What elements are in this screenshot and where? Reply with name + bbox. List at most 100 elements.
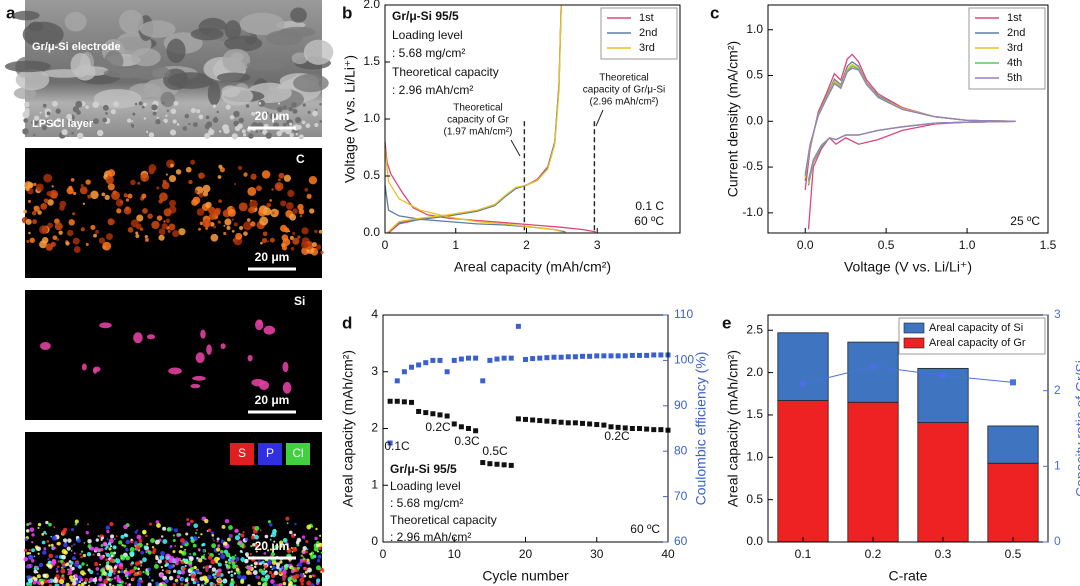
- data-point: [466, 426, 471, 431]
- texture: [286, 547, 292, 554]
- texture: [45, 243, 54, 251]
- texture: [96, 552, 101, 557]
- texture: [187, 555, 190, 558]
- texture: [85, 242, 89, 247]
- texture: [83, 542, 86, 544]
- texture: [102, 117, 108, 123]
- texture: [178, 549, 183, 554]
- texture: [286, 522, 289, 525]
- texture: [47, 557, 50, 561]
- texture: [258, 99, 266, 107]
- texture: [48, 564, 52, 568]
- texture: [190, 536, 194, 540]
- texture: [74, 562, 80, 568]
- texture: [162, 539, 168, 544]
- texture: [320, 250, 324, 255]
- texture: [152, 111, 157, 116]
- texture: [197, 583, 200, 586]
- texture: [291, 52, 309, 65]
- texture: [168, 367, 182, 375]
- y-tick-label: 2.5: [746, 322, 763, 336]
- texture: [38, 562, 44, 568]
- texture: [205, 227, 208, 230]
- texture: [151, 104, 158, 111]
- texture: [99, 322, 112, 329]
- data-point: [544, 418, 550, 424]
- texture: [165, 562, 170, 567]
- annotation: Theoretical capacity: [390, 513, 497, 527]
- x-tick-label: 0.5: [878, 238, 895, 252]
- data-point: [658, 352, 664, 358]
- texture: [290, 546, 293, 549]
- data-point: [558, 354, 564, 360]
- texture: [273, 113, 276, 117]
- texture: [120, 570, 124, 574]
- texture: [146, 130, 149, 133]
- texture: [92, 577, 98, 583]
- texture: [214, 556, 219, 562]
- texture: [246, 218, 251, 222]
- texture: [118, 540, 123, 545]
- y-tick-label: 0.5: [363, 168, 380, 182]
- texture: [125, 568, 128, 570]
- texture: [130, 48, 161, 67]
- texture: [51, 535, 57, 541]
- data-point: [551, 354, 557, 360]
- texture: [99, 547, 104, 552]
- data-point: [409, 364, 414, 370]
- texture: [172, 538, 176, 543]
- texture: [50, 535, 53, 538]
- texture: [315, 565, 321, 571]
- legend-swatch: [903, 337, 925, 349]
- data-line: [804, 67, 1016, 181]
- texture: [120, 534, 125, 539]
- texture: [164, 559, 168, 563]
- data-point: [401, 369, 407, 375]
- data-point: [458, 356, 464, 362]
- texture: [302, 546, 307, 551]
- texture: [276, 565, 280, 570]
- texture: [267, 520, 271, 524]
- panel-letter: b: [342, 3, 352, 22]
- texture: [160, 535, 164, 538]
- texture: [291, 102, 297, 108]
- texture: [31, 533, 35, 537]
- texture: [77, 132, 84, 140]
- texture: [160, 551, 165, 556]
- texture: [105, 525, 111, 530]
- texture: [47, 222, 53, 229]
- texture: [301, 241, 309, 249]
- y2-tick-label: 0: [1054, 534, 1061, 548]
- data-point: [558, 419, 564, 425]
- texture: [43, 198, 49, 204]
- bar-segment: [777, 332, 829, 401]
- texture: [282, 122, 287, 127]
- texture: [244, 566, 247, 569]
- texture: [135, 545, 141, 551]
- texture: [315, 244, 322, 250]
- texture: [212, 117, 219, 123]
- texture: [125, 548, 129, 552]
- annotation: 0.1 C: [635, 199, 664, 213]
- x-tick-label: 1.5: [1040, 238, 1057, 252]
- texture: [76, 538, 81, 543]
- texture: [206, 344, 212, 355]
- texture: [184, 564, 187, 567]
- texture: [97, 535, 100, 537]
- texture: [206, 574, 212, 580]
- texture: [174, 545, 177, 547]
- texture: [207, 81, 221, 106]
- texture: [82, 573, 85, 576]
- texture: [259, 562, 263, 566]
- texture: [202, 218, 212, 228]
- texture: [308, 574, 313, 579]
- texture: [136, 529, 139, 532]
- x-tick-label: 1: [452, 238, 459, 252]
- texture: [227, 558, 231, 562]
- texture: [217, 220, 221, 224]
- texture: [168, 223, 176, 231]
- texture: [168, 557, 174, 564]
- texture: [40, 580, 45, 585]
- texture: [28, 554, 34, 560]
- texture: [261, 237, 268, 244]
